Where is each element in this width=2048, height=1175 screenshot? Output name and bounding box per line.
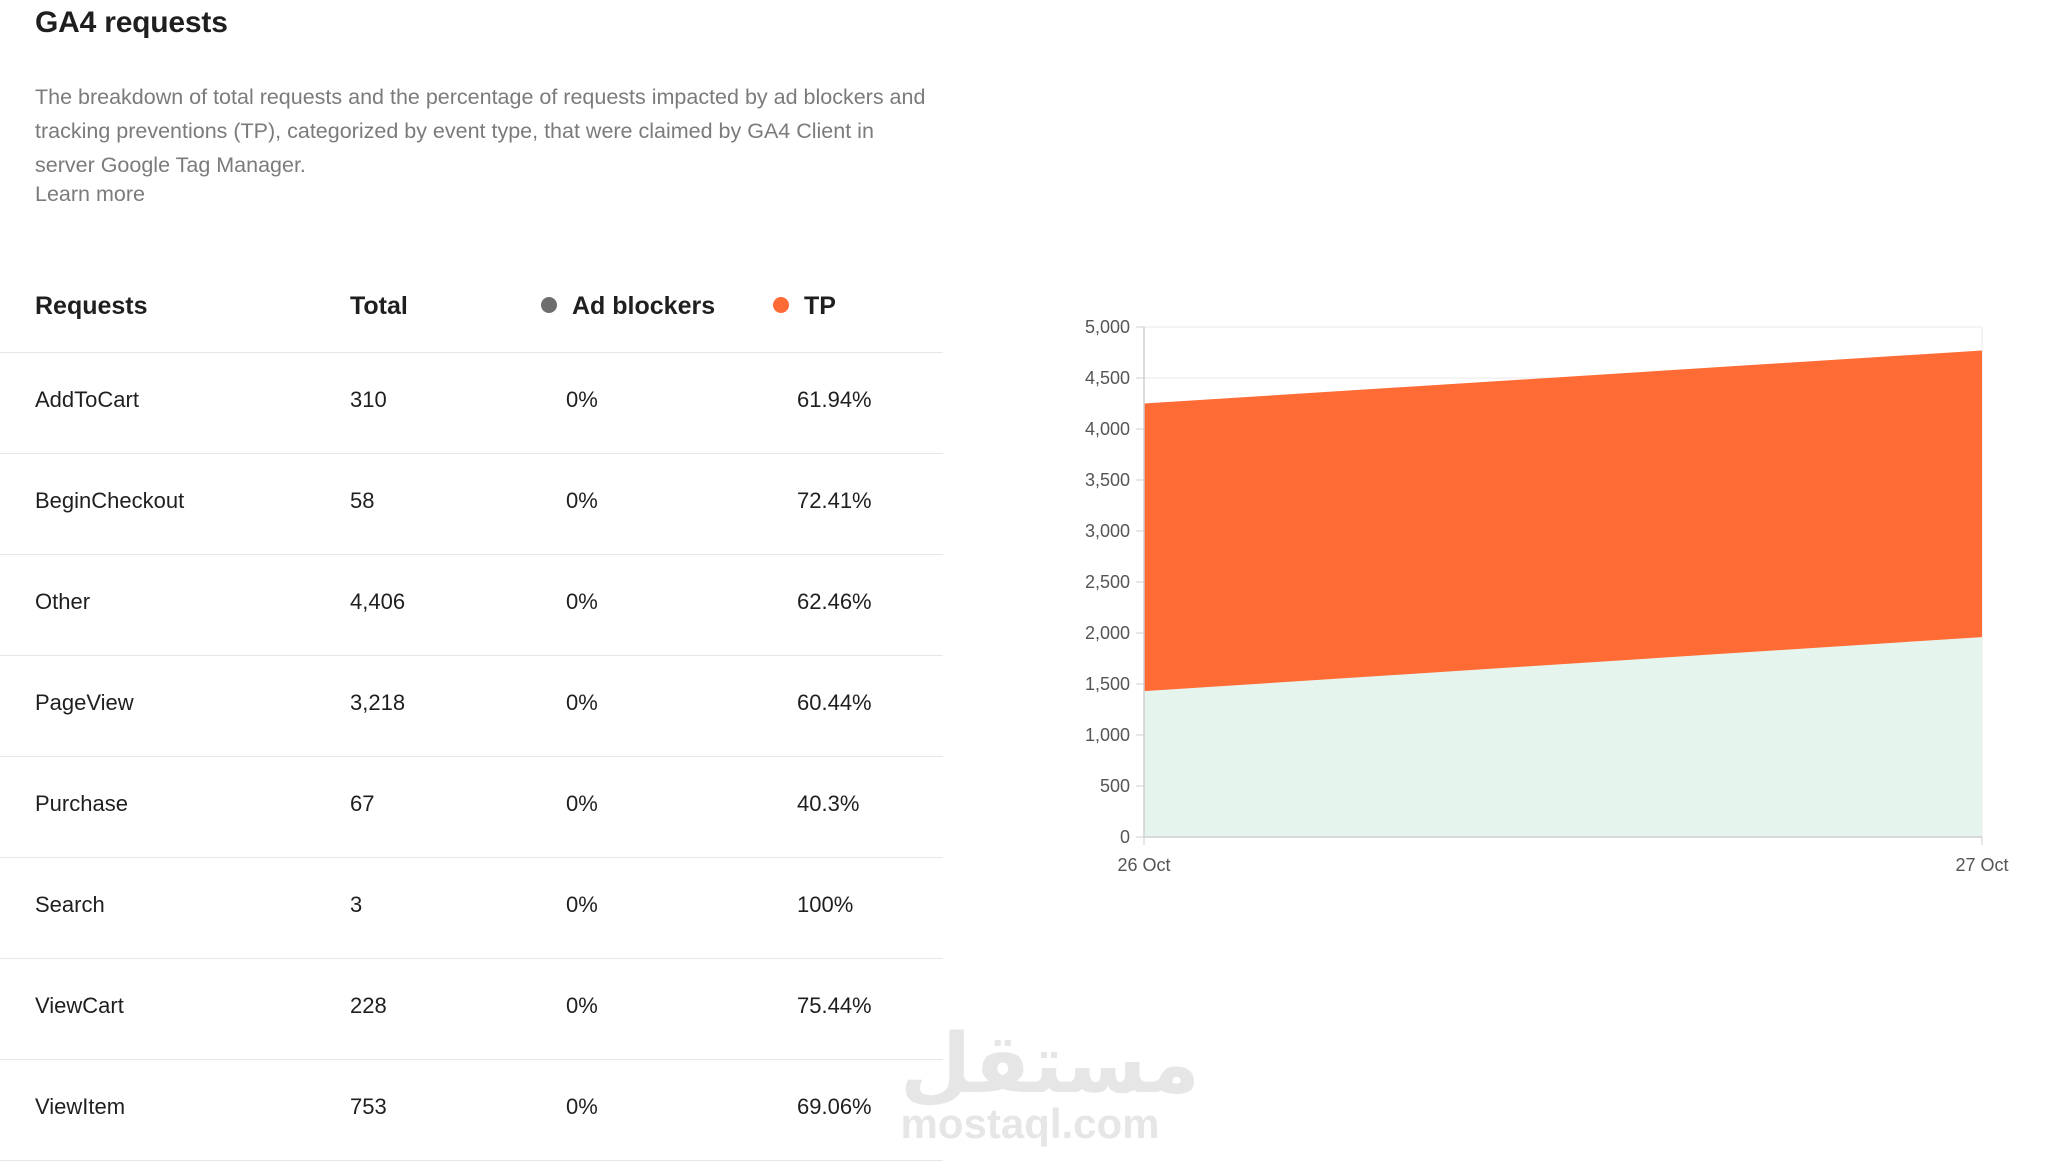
area-series-1 (1144, 350, 1982, 691)
cell-total: 228 (350, 993, 387, 1019)
y-tick-label: 3,000 (1085, 521, 1130, 541)
column-header-total: Total (350, 292, 408, 321)
cell-ad-blockers: 0% (566, 387, 598, 413)
cell-tp: 72.41% (797, 488, 872, 514)
cell-request-name: ViewCart (35, 993, 124, 1019)
cell-total: 4,406 (350, 589, 405, 615)
cell-tp: 75.44% (797, 993, 872, 1019)
y-tick-label: 500 (1100, 776, 1130, 796)
column-header-requests: Requests (35, 292, 148, 321)
cell-ad-blockers: 0% (566, 1094, 598, 1120)
cell-ad-blockers: 0% (566, 993, 598, 1019)
watermark: مستقل mostaql.com (900, 1030, 1160, 1148)
table-row: ViewItem 753 0% 69.06% (0, 1060, 943, 1161)
cell-total: 67 (350, 791, 374, 817)
page-title: GA4 requests (35, 6, 228, 40)
cell-ad-blockers: 0% (566, 791, 598, 817)
column-header-ad-blockers: Ad blockers (541, 292, 715, 321)
table-row: Other 4,406 0% 62.46% (0, 555, 943, 656)
y-tick-label: 4,500 (1085, 368, 1130, 388)
cell-tp: 40.3% (797, 791, 859, 817)
cell-total: 310 (350, 387, 387, 413)
cell-tp: 62.46% (797, 589, 872, 615)
cell-ad-blockers: 0% (566, 690, 598, 716)
cell-request-name: Purchase (35, 791, 128, 817)
learn-more-link[interactable]: Learn more (35, 182, 145, 207)
y-tick-label: 4,000 (1085, 419, 1130, 439)
watermark-latin: mostaql.com (900, 1100, 1160, 1148)
cell-request-name: Search (35, 892, 105, 918)
cell-tp: 61.94% (797, 387, 872, 413)
cell-request-name: ViewItem (35, 1094, 125, 1120)
y-tick-label: 2,500 (1085, 572, 1130, 592)
requests-area-chart: 0 500 1,000 1,500 2,000 2,500 3,000 3,500 4,000 4… (1060, 300, 2048, 900)
cell-request-name: Other (35, 589, 90, 615)
cell-request-name: AddToCart (35, 387, 139, 413)
y-tick-label: 3,500 (1085, 470, 1130, 490)
tp-dot-icon (773, 297, 789, 313)
cell-total: 58 (350, 488, 374, 514)
cell-total: 753 (350, 1094, 387, 1120)
y-tick-label: 0 (1120, 827, 1130, 847)
x-tick-label: 26 Oct (1117, 855, 1170, 875)
page-description: The breakdown of total requests and the … (35, 80, 935, 182)
cell-tp: 100% (797, 892, 853, 918)
cell-total: 3 (350, 892, 362, 918)
y-tick-label: 2,000 (1085, 623, 1130, 643)
tp-label: TP (804, 292, 836, 320)
cell-ad-blockers: 0% (566, 892, 598, 918)
table-row: Purchase 67 0% 40.3% (0, 757, 943, 858)
y-tick-label: 5,000 (1085, 317, 1130, 337)
cell-total: 3,218 (350, 690, 405, 716)
table-row: ViewCart 228 0% 75.44% (0, 959, 943, 1060)
table-row: AddToCart 310 0% 61.94% (0, 353, 943, 454)
cell-tp: 69.06% (797, 1094, 872, 1120)
cell-tp: 60.44% (797, 690, 872, 716)
cell-request-name: PageView (35, 690, 134, 716)
watermark-arabic: مستقل (900, 1030, 1160, 1100)
ad-blockers-label: Ad blockers (572, 292, 715, 320)
table-header: Requests Total Ad blockers TP (0, 270, 943, 353)
cell-ad-blockers: 0% (566, 589, 598, 615)
column-header-tp: TP (773, 292, 836, 321)
requests-table: Requests Total Ad blockers TP AddToCart 3… (0, 270, 943, 1161)
table-row: Search 3 0% 100% (0, 858, 943, 959)
x-tick-label: 27 Oct (1955, 855, 2008, 875)
table-row: BeginCheckout 58 0% 72.41% (0, 454, 943, 555)
y-tick-label: 1,000 (1085, 725, 1130, 745)
y-tick-label: 1,500 (1085, 674, 1130, 694)
ad-blockers-dot-icon (541, 297, 557, 313)
cell-request-name: BeginCheckout (35, 488, 184, 514)
cell-ad-blockers: 0% (566, 488, 598, 514)
table-row: PageView 3,218 0% 60.44% (0, 656, 943, 757)
